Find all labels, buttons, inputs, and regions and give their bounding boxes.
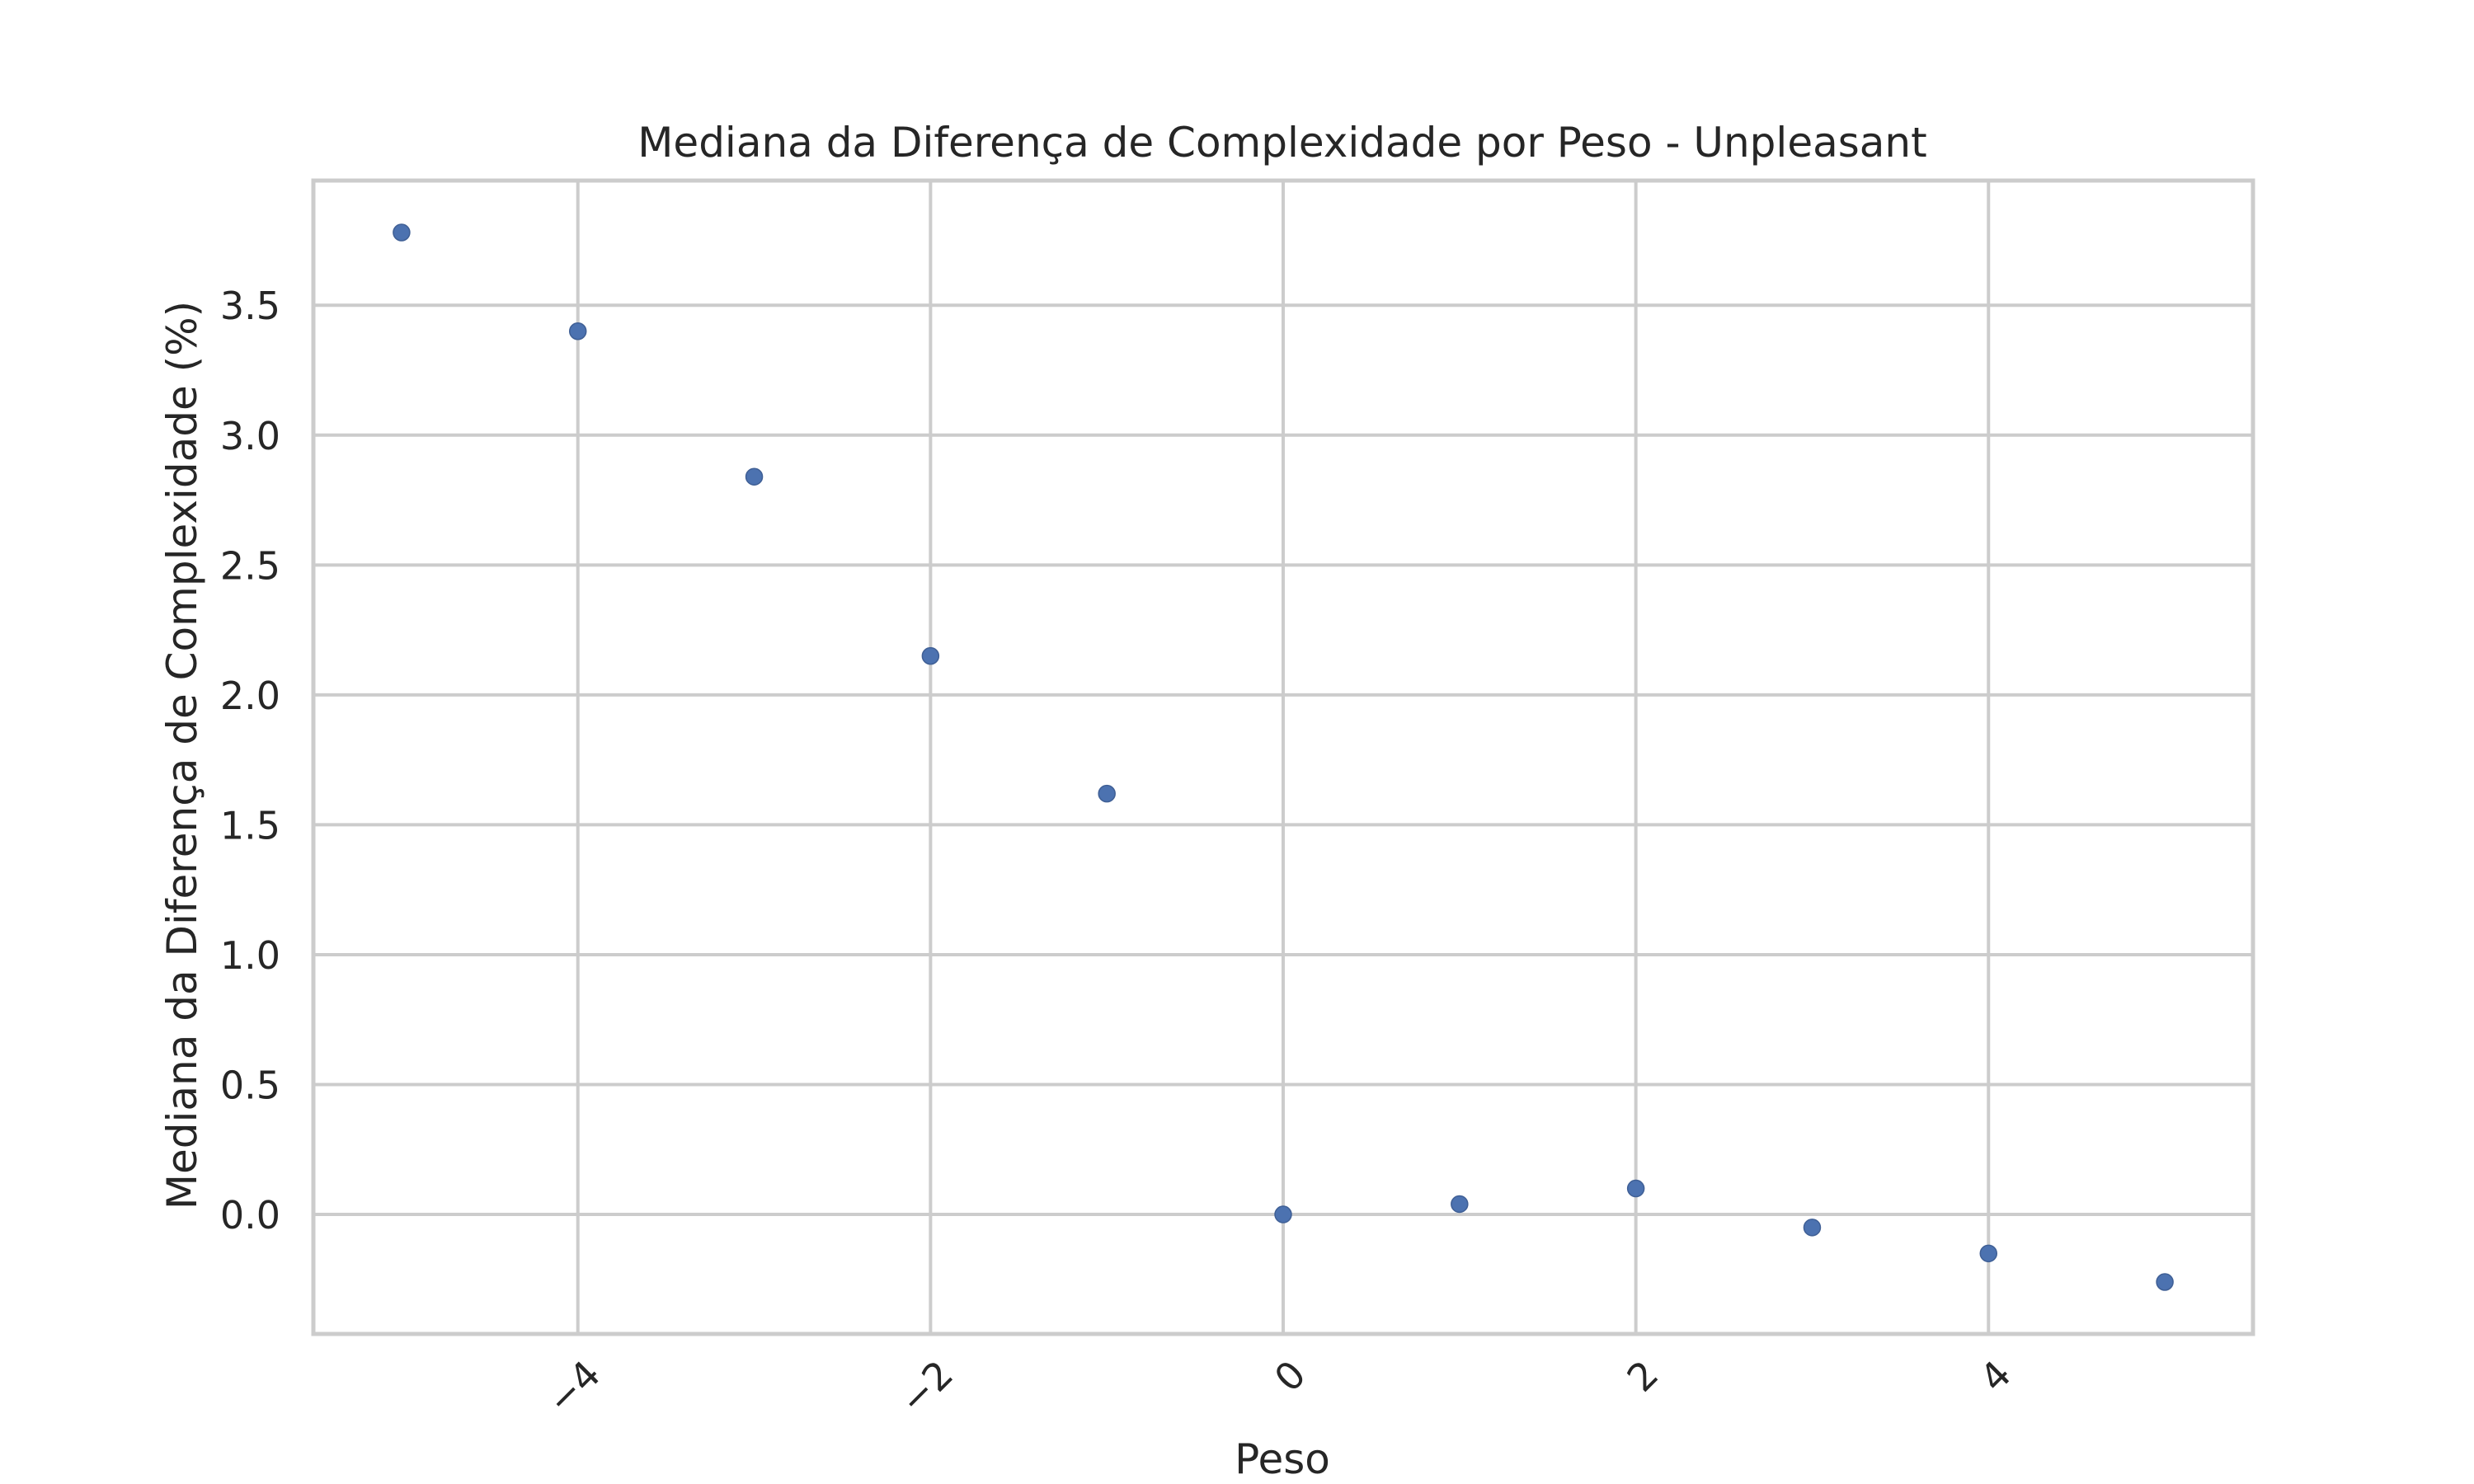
x-tick-label: −4: [538, 1352, 609, 1423]
data-point: [1626, 1179, 1645, 1198]
grid-lines: [313, 181, 2253, 1334]
data-point: [921, 646, 940, 665]
y-tick-label: 1.0: [220, 933, 280, 978]
plot-frame: [311, 178, 2255, 1336]
data-point: [2156, 1273, 2174, 1291]
y-tick-label: 1.5: [220, 803, 280, 848]
y-tick-label: 3.5: [220, 284, 280, 328]
x-tick-label: 4: [1971, 1352, 2020, 1401]
x-tick-label: −2: [891, 1352, 962, 1423]
y-tick-label: 2.5: [220, 543, 280, 588]
y-tick-label: 3.0: [220, 414, 280, 458]
data-point: [745, 467, 764, 486]
data-point: [568, 322, 587, 340]
chart-title: Mediana da Diferença de Complexidade por…: [637, 119, 1926, 167]
y-tick-label: 2.0: [220, 674, 280, 718]
data-points: [393, 223, 2174, 1291]
data-point: [1803, 1219, 1822, 1237]
y-axis-label: Mediana da Diferença de Complexidade (%): [158, 301, 206, 1209]
data-point: [1274, 1205, 1292, 1223]
data-point: [1979, 1244, 1998, 1263]
x-axis-label: Peso: [1235, 1435, 1330, 1483]
x-tick-label: 2: [1619, 1352, 1667, 1401]
y-tick-label: 0.5: [220, 1064, 280, 1108]
tick-labels: −4 −2 0 2 4 0.0 0.5 1.0 1.5 2.0 2.5 3.0 3.5: [220, 284, 2020, 1422]
data-point: [1098, 784, 1116, 803]
y-tick-label: 0.0: [220, 1193, 280, 1237]
x-tick-label: 0: [1266, 1352, 1315, 1401]
data-point: [393, 223, 411, 242]
data-point: [1451, 1195, 1469, 1214]
